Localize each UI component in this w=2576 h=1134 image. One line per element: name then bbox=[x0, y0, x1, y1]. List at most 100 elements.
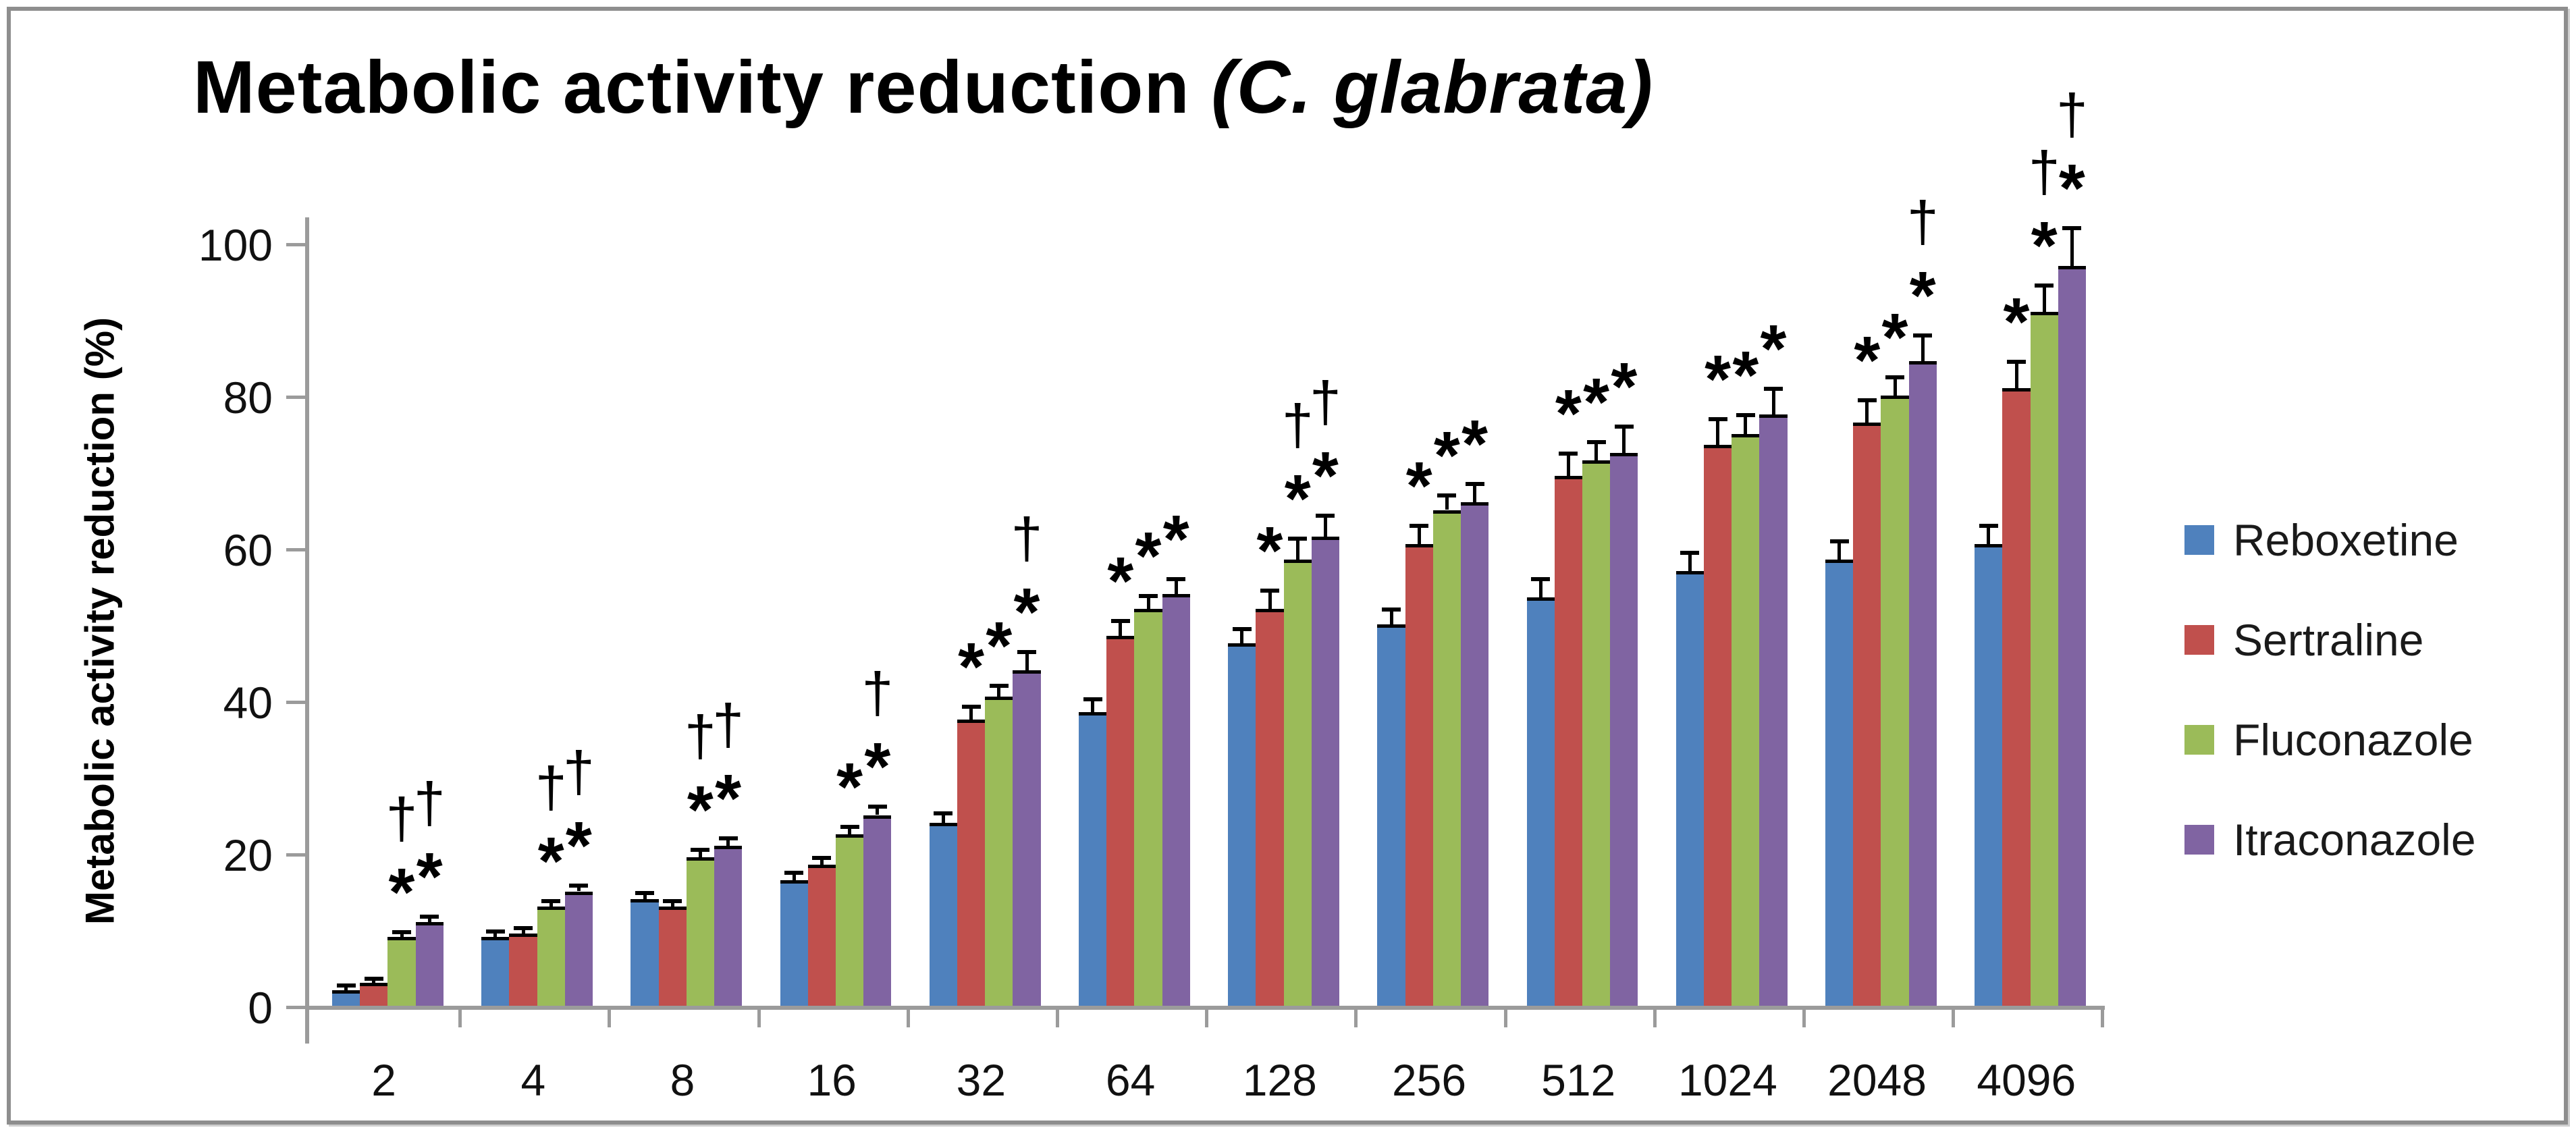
sig-asterisk: * bbox=[2058, 151, 2085, 227]
error-bar-cap bbox=[2035, 284, 2054, 288]
error-bar-line bbox=[1091, 698, 1095, 712]
error-bar-cap bbox=[1736, 413, 1755, 418]
error-bar-line bbox=[792, 872, 796, 880]
sig-asterisk: * bbox=[1256, 513, 1283, 589]
error-bar-line bbox=[969, 705, 973, 720]
error-bar-line bbox=[1445, 494, 1449, 510]
bar-itraconazole-32 bbox=[1013, 670, 1041, 1006]
bar-itraconazole-128 bbox=[1311, 537, 1339, 1006]
error-bar-cap bbox=[1410, 524, 1429, 529]
error-bar-line bbox=[1893, 376, 1897, 396]
sig-asterisk: * bbox=[836, 749, 863, 826]
error-bar-cap bbox=[1680, 550, 1700, 555]
error-bar-line bbox=[549, 900, 553, 907]
error-bar-cap bbox=[336, 983, 356, 988]
error-bar-cap bbox=[1260, 589, 1279, 593]
error-bar-line bbox=[427, 915, 431, 922]
x-axis-category-label: 4 bbox=[520, 1055, 546, 1105]
error-bar-cap bbox=[1764, 386, 1783, 391]
y-axis-tick bbox=[286, 548, 305, 551]
error-bar-line bbox=[643, 892, 647, 899]
y-axis-tick-label: 20 bbox=[223, 830, 273, 880]
sig-dagger: † bbox=[861, 660, 894, 724]
error-bar-cap bbox=[961, 704, 981, 709]
chart-title-close: ) bbox=[1628, 46, 1653, 129]
legend-label-itraconazole: Itraconazole bbox=[2233, 815, 2476, 865]
x-axis-tick bbox=[1653, 1010, 1657, 1027]
error-bar-line bbox=[941, 813, 945, 823]
error-bar-line bbox=[1771, 387, 1775, 415]
bar-reboxetine-2 bbox=[332, 990, 360, 1006]
sig-asterisk: * bbox=[1162, 502, 1189, 578]
error-bar-cap bbox=[569, 884, 589, 888]
error-bar-cap bbox=[840, 825, 859, 830]
error-bar-cap bbox=[364, 977, 383, 981]
bar-fluconazole-16 bbox=[836, 834, 864, 1006]
error-bar-cap bbox=[1829, 539, 1849, 543]
x-axis-tick bbox=[1056, 1010, 1059, 1027]
sig-asterisk: * bbox=[864, 728, 891, 805]
y-axis-tick-label: 60 bbox=[223, 525, 273, 575]
bar-fluconazole-32 bbox=[985, 697, 1013, 1006]
sig-asterisk: * bbox=[1433, 417, 1460, 493]
error-bar-line bbox=[1119, 620, 1123, 636]
error-bar-line bbox=[1417, 525, 1421, 545]
error-bar-line bbox=[1865, 399, 1869, 423]
error-bar-line bbox=[1389, 609, 1393, 624]
x-axis-tick bbox=[1354, 1010, 1358, 1027]
error-bar-cap bbox=[1708, 416, 1727, 421]
error-bar-cap bbox=[812, 855, 832, 860]
bar-reboxetine-4096 bbox=[1975, 544, 2003, 1006]
bar-sertraline-512 bbox=[1554, 475, 1582, 1006]
sig-dagger: † bbox=[2056, 82, 2088, 146]
sig-dagger: † bbox=[712, 693, 744, 757]
y-axis-tick-label: 100 bbox=[198, 220, 273, 270]
sig-asterisk: * bbox=[2031, 208, 2058, 284]
sig-asterisk: * bbox=[1107, 543, 1134, 620]
sig-asterisk: * bbox=[1854, 322, 1881, 398]
x-axis-tick bbox=[757, 1010, 761, 1027]
error-bar-cap bbox=[514, 925, 533, 930]
bar-reboxetine-512 bbox=[1526, 597, 1555, 1006]
x-axis-category-label: 4096 bbox=[1977, 1055, 2076, 1105]
x-axis-tick bbox=[458, 1010, 462, 1027]
bar-itraconazole-256 bbox=[1461, 502, 1489, 1006]
error-bar-line bbox=[1688, 551, 1692, 571]
bar-sertraline-2048 bbox=[1853, 422, 1881, 1006]
sig-dagger: † bbox=[563, 740, 595, 804]
error-bar-cap bbox=[1913, 333, 1933, 338]
x-axis-tick bbox=[1205, 1010, 1209, 1027]
legend-swatch-fluconazole bbox=[2184, 725, 2214, 755]
y-axis-tick-label: 80 bbox=[223, 373, 273, 423]
error-bar-cap bbox=[867, 804, 887, 809]
y-axis-title: Metabolic activity reduction (%) bbox=[77, 317, 123, 925]
error-bar-cap bbox=[934, 811, 953, 816]
error-bar-line bbox=[1240, 628, 1244, 644]
legend-swatch-sertraline bbox=[2184, 625, 2214, 655]
error-bar-line bbox=[1921, 334, 1925, 362]
error-bar-cap bbox=[1083, 697, 1102, 701]
bar-fluconazole-256 bbox=[1432, 510, 1461, 1006]
error-bar-cap bbox=[1531, 577, 1551, 582]
bar-reboxetine-1024 bbox=[1675, 570, 1704, 1006]
error-bar-line bbox=[997, 685, 1001, 697]
bar-sertraline-128 bbox=[1256, 609, 1284, 1006]
error-bar-line bbox=[1987, 525, 1991, 545]
x-axis-category-label: 128 bbox=[1242, 1055, 1317, 1105]
sig-asterisk: * bbox=[565, 808, 592, 884]
error-bar-cap bbox=[1559, 451, 1578, 456]
error-bar-cap bbox=[420, 914, 439, 919]
error-bar-cap bbox=[1017, 649, 1036, 654]
x-axis-tick bbox=[608, 1010, 612, 1027]
y-axis-tick bbox=[286, 396, 305, 399]
bar-sertraline-8 bbox=[658, 907, 687, 1006]
error-bar-cap bbox=[1166, 577, 1186, 582]
error-bar-cap bbox=[485, 929, 505, 934]
y-axis-tick bbox=[286, 853, 305, 857]
bar-sertraline-4 bbox=[509, 933, 537, 1006]
sig-asterisk: * bbox=[958, 628, 985, 705]
bar-itraconazole-1024 bbox=[1759, 414, 1788, 1006]
error-bar-line bbox=[1566, 452, 1570, 476]
error-bar-line bbox=[1146, 595, 1150, 610]
